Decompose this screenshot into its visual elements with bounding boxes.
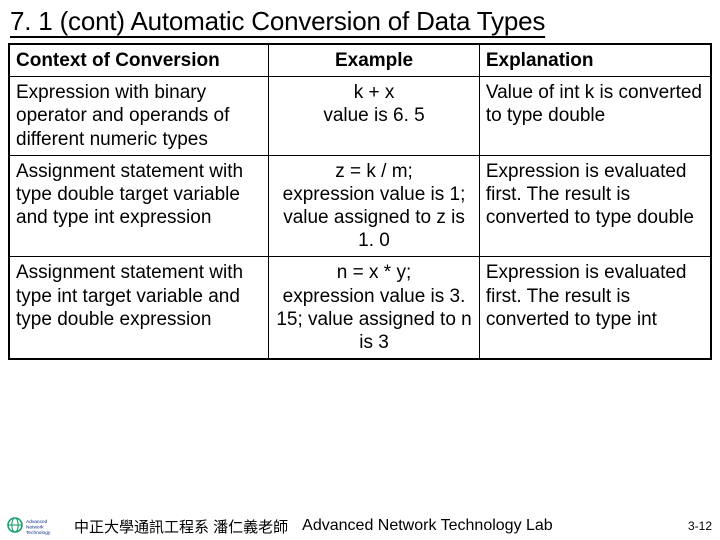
- slide: 7. 1 (cont) Automatic Conversion of Data…: [0, 0, 720, 540]
- cell-example: n = x * y;expression value is 3. 15; val…: [269, 257, 480, 359]
- footer-page-number: 3-12: [688, 519, 712, 533]
- slide-title: 7. 1 (cont) Automatic Conversion of Data…: [10, 6, 712, 37]
- svg-text:Technology: Technology: [26, 530, 51, 536]
- table-row: Assignment statement with type int targe…: [9, 257, 711, 359]
- cell-example: k + xvalue is 6. 5: [269, 77, 480, 156]
- conversion-table: Context of Conversion Example Explanatio…: [8, 43, 712, 360]
- table-header-row: Context of Conversion Example Explanatio…: [9, 44, 711, 77]
- table-row: Assignment statement with type double ta…: [9, 155, 711, 257]
- footer-lab-name: Advanced Network Technology Lab: [302, 517, 553, 535]
- cell-context: Assignment statement with type int targe…: [9, 257, 269, 359]
- cell-context: Expression with binary operator and oper…: [9, 77, 269, 156]
- cell-explanation: Value of int k is converted to type doub…: [479, 77, 711, 156]
- col-header-example: Example: [269, 44, 480, 77]
- table-body: Expression with binary operator and oper…: [9, 77, 711, 359]
- lab-logo-icon: Advanced Network Technology: [4, 515, 64, 537]
- col-header-context: Context of Conversion: [9, 44, 269, 77]
- cell-example-text: n = x * y;expression value is 3. 15; val…: [275, 261, 473, 354]
- col-header-explanation: Explanation: [479, 44, 711, 77]
- svg-text:Network: Network: [26, 525, 44, 531]
- svg-text:Advanced: Advanced: [26, 519, 48, 525]
- cell-explanation: Expression is evaluated first. The resul…: [479, 155, 711, 257]
- cell-example-text: z = k / m;expression value is 1; value a…: [275, 160, 473, 253]
- cell-explanation: Expression is evaluated first. The resul…: [479, 257, 711, 359]
- cell-context: Assignment statement with type double ta…: [9, 155, 269, 257]
- footer-affiliation: 中正大學通訊工程系 潘仁義老師: [74, 516, 288, 537]
- cell-example-text: k + xvalue is 6. 5: [323, 81, 424, 127]
- slide-footer: Advanced Network Technology 中正大學通訊工程系 潘仁…: [0, 514, 720, 538]
- table-row: Expression with binary operator and oper…: [9, 77, 711, 156]
- cell-example: z = k / m;expression value is 1; value a…: [269, 155, 480, 257]
